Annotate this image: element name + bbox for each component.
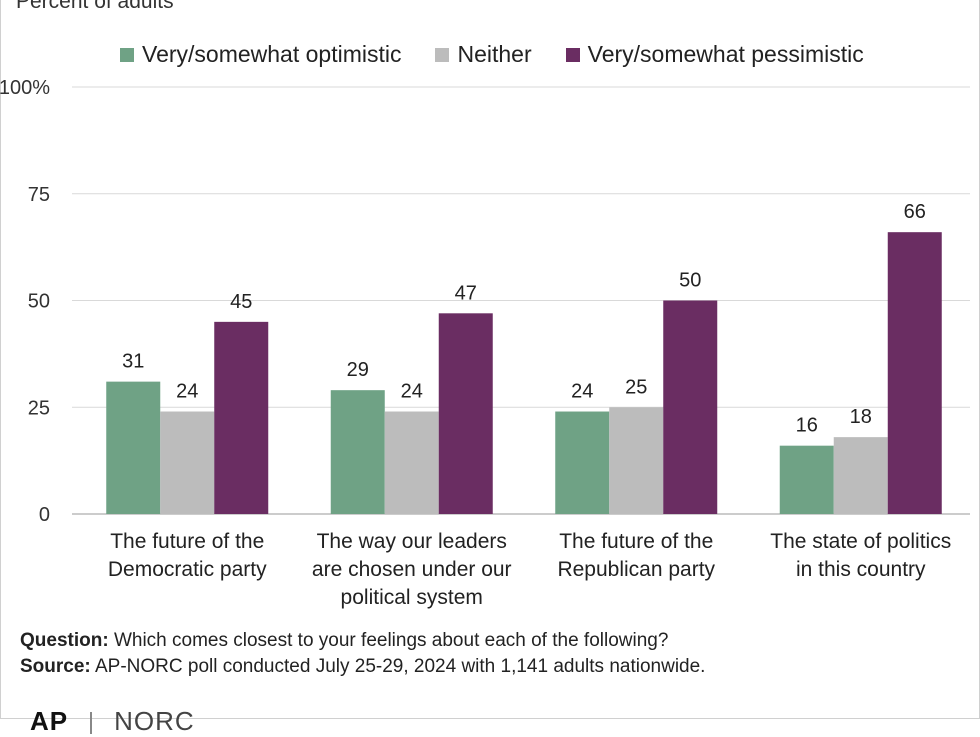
y-tick-label: 75	[28, 184, 50, 206]
bar-value-label: 45	[230, 291, 252, 313]
bar-value-label: 16	[796, 415, 818, 437]
legend-swatch-neither	[435, 47, 450, 62]
bar	[330, 390, 385, 514]
legend-swatch-pessimistic	[565, 47, 580, 62]
category-label: The way our leaders are chosen under our p…	[297, 528, 527, 612]
source-text: AP-NORC poll conducted July 25-29, 2024 …	[90, 656, 706, 677]
category-label-line: are chosen under our	[311, 558, 512, 581]
bar	[555, 411, 610, 514]
category-label-line: in this country	[795, 558, 926, 581]
y-tick-label: 100%	[0, 77, 50, 99]
category-label-line: The future of the	[110, 530, 265, 553]
y-tick-label: 50	[28, 291, 50, 313]
bar-chart: 0 25 50 75 100% 31 24 45 29 24 47 24 25 50 16 18 66	[0, 77, 970, 526]
category-label-line: The state of politics	[770, 530, 952, 553]
bar	[663, 300, 718, 514]
category-label: The future of the Republican party	[521, 528, 751, 584]
y-tick-label: 25	[28, 397, 50, 419]
logos: AP NORC	[30, 706, 195, 737]
legend-swatch-optimistic	[120, 47, 134, 62]
bar	[779, 445, 834, 514]
category-label-line: The way our leaders	[316, 530, 507, 553]
legend-label-pessimistic: Very/somewhat pessimistic	[587, 41, 864, 67]
category-label-line: political system	[340, 586, 483, 609]
y-tick-label: 0	[39, 504, 50, 526]
category-label-line: Republican party	[557, 558, 716, 581]
norc-logo: NORC	[114, 706, 195, 736]
bar-value-label: 66	[904, 201, 926, 223]
bar	[106, 381, 161, 514]
bar	[438, 313, 493, 514]
question-note: Question: Which comes closest to your fe…	[20, 630, 668, 652]
bar-value-label: 24	[176, 381, 198, 403]
legend-label-neither: Neither	[457, 41, 532, 67]
category-label-line: Democratic party	[107, 558, 267, 581]
legend: Very/somewhat optimistic Neither Very/so…	[120, 41, 864, 68]
chart-subtitle: Percent of adults	[16, 0, 174, 13]
bar	[833, 437, 888, 514]
bar	[214, 321, 269, 514]
bar	[609, 407, 664, 514]
bar-value-label: 24	[571, 381, 593, 403]
source-note: Source: AP-NORC poll conducted July 25-2…	[20, 656, 705, 678]
legend-label-optimistic: Very/somewhat optimistic	[142, 41, 402, 67]
category-label: The future of the Democratic party	[72, 528, 302, 584]
category-label: The state of politics in this country	[746, 528, 976, 584]
logo-divider	[90, 712, 93, 735]
bar-value-label: 18	[850, 406, 872, 428]
legend-item-neither: Neither	[435, 41, 532, 68]
bar	[160, 411, 215, 514]
ap-logo: AP	[30, 706, 69, 736]
legend-item-pessimistic: Very/somewhat pessimistic	[565, 41, 864, 68]
bar	[887, 232, 942, 514]
bar-value-label: 31	[122, 351, 144, 373]
legend-item-optimistic: Very/somewhat optimistic	[120, 41, 401, 68]
bar-value-label: 47	[455, 282, 477, 304]
bar	[384, 411, 439, 514]
bar-value-label: 50	[679, 270, 701, 292]
bar-value-label: 24	[401, 381, 423, 403]
bar-value-label: 25	[625, 376, 647, 398]
bar-value-label: 29	[347, 359, 369, 381]
category-label-line: The future of the	[559, 530, 714, 553]
question-label: Question:	[20, 630, 109, 651]
question-text: Which comes closest to your feelings abo…	[108, 630, 669, 651]
source-label: Source:	[20, 656, 91, 677]
